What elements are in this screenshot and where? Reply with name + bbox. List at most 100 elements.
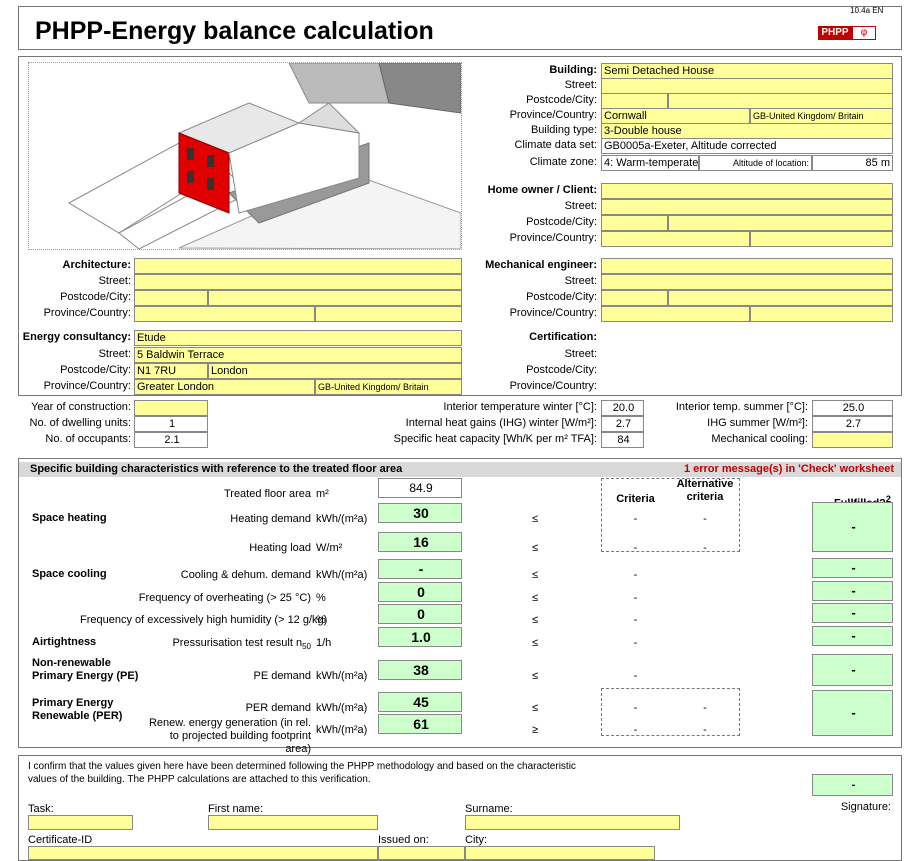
input-cell[interactable]: 1: [134, 416, 208, 432]
input-cell[interactable]: 85 m: [812, 155, 893, 171]
input-cell[interactable]: 84: [601, 432, 644, 448]
row-label: Heating load: [80, 541, 313, 557]
relation: ≤: [525, 701, 545, 717]
input-cell[interactable]: [134, 290, 208, 306]
version: 10.4a EN: [850, 6, 883, 16]
field-label: Home owner / Client:: [399, 183, 599, 199]
input-cell[interactable]: [134, 258, 462, 274]
input-cell[interactable]: Greater London: [134, 379, 315, 395]
input-cell[interactable]: GB0005a-Exeter, Altitude corrected: [601, 138, 893, 154]
input-cell[interactable]: [601, 290, 668, 306]
field-label: Internal heat gains (IHG) winter [W/m²]:: [279, 416, 599, 432]
input-cell[interactable]: [134, 306, 315, 322]
field-label: Postcode/City:: [13, 290, 133, 306]
signature-label: Signature:: [800, 800, 893, 814]
input-cell[interactable]: 25.0: [812, 400, 893, 416]
input-cell[interactable]: Semi Detached House: [601, 63, 893, 79]
input-cell[interactable]: [668, 93, 893, 109]
value-box: 45: [378, 692, 462, 712]
input-cell[interactable]: [208, 290, 462, 306]
logo-mark: φ: [852, 26, 876, 40]
input-cell[interactable]: 2.1: [134, 432, 208, 448]
value-box: 30: [378, 503, 462, 523]
input-cell[interactable]: [465, 846, 655, 860]
input-cell[interactable]: 5 Baldwin Terrace: [134, 347, 462, 363]
fulfilled-box: -: [812, 626, 893, 646]
building-image: [28, 62, 462, 250]
input-cell[interactable]: [668, 290, 893, 306]
phpp-sheet: PHPP-Energy balance calculation 10.4a EN…: [0, 0, 911, 861]
input-cell[interactable]: [134, 274, 462, 290]
field-label: Surname:: [465, 802, 615, 815]
criteria: -: [601, 568, 670, 584]
row-label: Frequency of excessively high humidity (…: [80, 613, 313, 629]
unit: kWh/(m²a): [316, 723, 376, 739]
row-label-text: Renew. energy generation (in rel. to pro…: [149, 717, 311, 755]
input-cell[interactable]: 2.7: [601, 416, 644, 432]
unit: kWh/(m²a): [316, 512, 376, 528]
input-cell[interactable]: [601, 215, 668, 231]
row-label-text: PE demand: [254, 670, 311, 682]
field-label: First name:: [208, 802, 358, 815]
input-cell[interactable]: [668, 215, 893, 231]
field-label: City:: [465, 833, 545, 846]
field-label: Task:: [28, 802, 178, 815]
input-cell[interactable]: [601, 199, 893, 215]
unit: %: [316, 613, 376, 629]
input-cell[interactable]: Etude: [134, 330, 462, 346]
input-cell[interactable]: [601, 258, 893, 274]
row-label-text: Frequency of overheating (> 25 °C): [139, 592, 311, 604]
alternative-criteria: -: [670, 512, 740, 528]
input-cell[interactable]: [28, 815, 133, 830]
unit: %: [316, 591, 376, 607]
field-label: Postcode/City:: [399, 215, 599, 231]
error-message: 1 error message(s) in 'Check' worksheet: [560, 462, 896, 477]
input-cell[interactable]: GB-United Kingdom/ Britain: [750, 108, 893, 124]
row-label: Frequency of overheating (> 25 °C): [80, 591, 313, 607]
input-cell[interactable]: 4: Warm-temperate: [601, 155, 699, 171]
input-cell[interactable]: [465, 815, 680, 830]
field-label: Architecture:: [13, 258, 133, 274]
field-label: Province/Country:: [13, 379, 133, 395]
input-cell[interactable]: N1 7RU: [134, 363, 208, 379]
input-cell[interactable]: [601, 231, 750, 247]
input-cell[interactable]: 3-Double house: [601, 123, 893, 139]
input-cell[interactable]: [601, 78, 893, 94]
input-cell[interactable]: [601, 93, 668, 109]
field-label: Specific heat capacity [Wh/K per m² TFA]…: [279, 432, 599, 448]
input-cell[interactable]: Cornwall: [601, 108, 750, 124]
input-cell[interactable]: [601, 306, 750, 322]
input-cell[interactable]: [315, 306, 462, 322]
input-cell[interactable]: 2.7: [812, 416, 893, 432]
relation: ≤: [525, 591, 545, 607]
input-cell[interactable]: [208, 815, 378, 830]
input-cell[interactable]: [378, 846, 465, 860]
unit: kWh/(m²a): [316, 669, 376, 685]
value-box: 16: [378, 532, 462, 552]
window: [187, 148, 194, 160]
row-label: PER demand: [80, 701, 313, 717]
input-cell[interactable]: [28, 846, 378, 860]
input-cell[interactable]: London: [208, 363, 462, 379]
relation: ≤: [525, 568, 545, 584]
row-label-text: Heating load: [249, 542, 311, 554]
input-cell[interactable]: [601, 183, 893, 199]
unit: 1/h: [316, 636, 376, 652]
field-label: Building type:: [399, 123, 599, 139]
input-cell[interactable]: [601, 274, 893, 290]
input-cell[interactable]: 20.0: [601, 400, 644, 416]
input-cell[interactable]: [750, 231, 893, 247]
alternative-criteria: -: [670, 723, 740, 739]
input-cell[interactable]: GB-United Kingdom/ Britain: [315, 379, 462, 395]
unit: kWh/(m²a): [316, 701, 376, 717]
value-box: 1.0: [378, 627, 462, 647]
column-heading: Criteria: [601, 492, 670, 507]
row-label-text: Heating demand: [230, 513, 311, 525]
input-cell[interactable]: [750, 306, 893, 322]
input-cell[interactable]: Altitude of location:: [699, 155, 812, 171]
value-box: 84.9: [378, 478, 462, 498]
confirmation-text: I confirm that the values given here hav…: [28, 760, 588, 788]
input-cell[interactable]: [134, 400, 208, 416]
criteria: -: [601, 512, 670, 528]
input-cell[interactable]: [812, 432, 893, 448]
